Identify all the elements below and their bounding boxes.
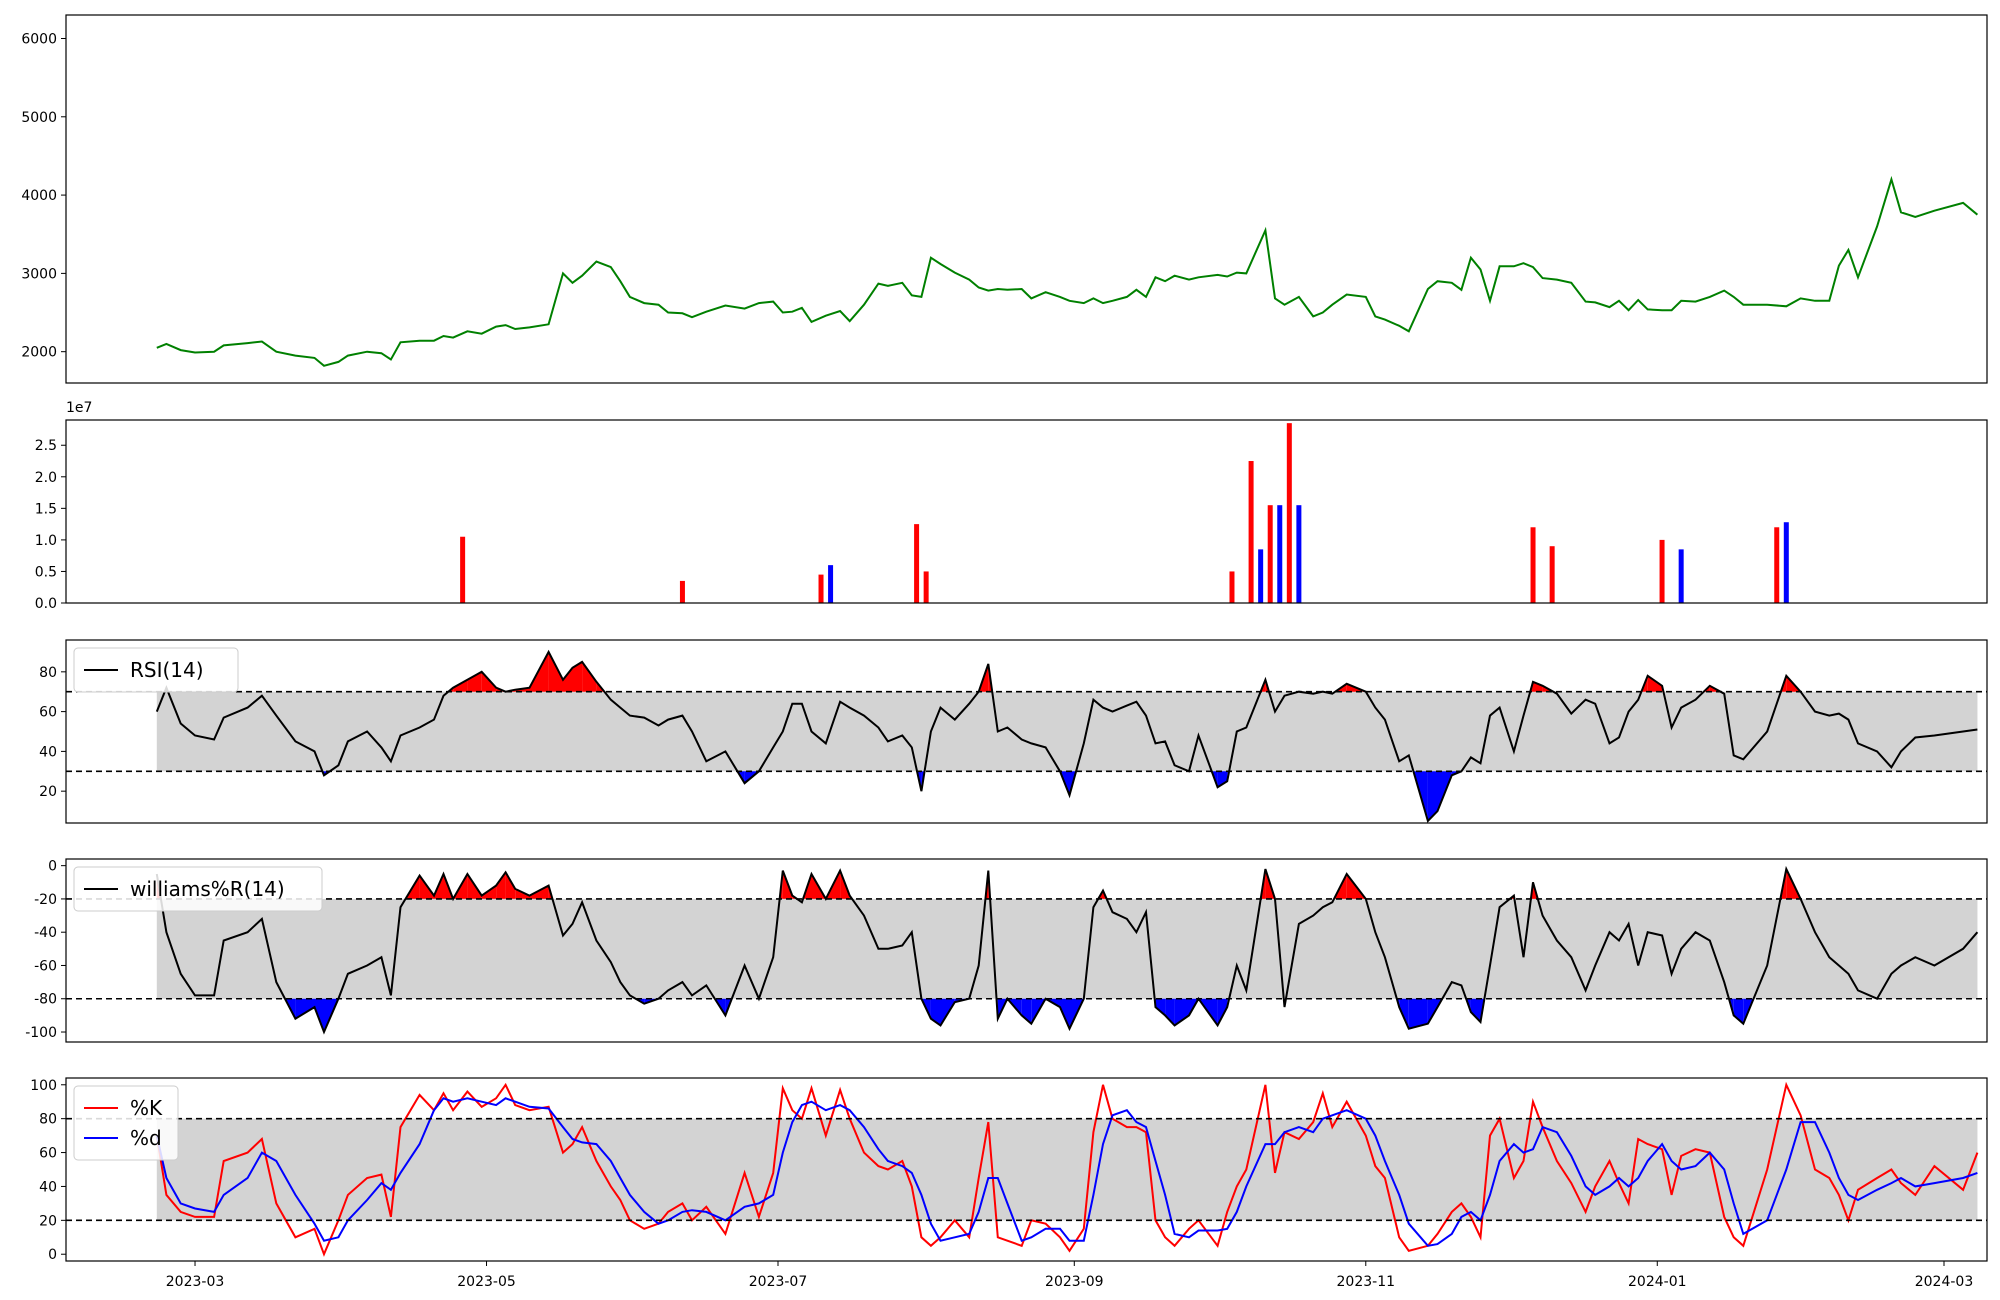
y-tick-label: 20 xyxy=(39,784,57,800)
y-tick-label: 0.5 xyxy=(35,564,57,580)
x-tick-label: 2023-03 xyxy=(166,1274,225,1290)
legend-label: %d xyxy=(130,1126,162,1150)
y-tick-label: 20 xyxy=(39,1213,57,1229)
overbought-fill xyxy=(496,872,506,899)
y-tick-label: -100 xyxy=(25,1025,57,1041)
legend-box xyxy=(73,647,239,693)
volume-panel: 0.0 0.5 1.0 1.5 2.0 2.5 1e7 xyxy=(35,400,1988,612)
oversold-fill xyxy=(1155,998,1166,1016)
y-tick-label: 2000 xyxy=(21,345,57,361)
volume-bar xyxy=(1530,527,1536,603)
volume-bar xyxy=(1267,505,1273,603)
x-tick-label: 2023-07 xyxy=(749,1274,808,1290)
stochastic-panel: 0 20 40 60 80 100 2023-03 2023-05 2023-07 2023-09… xyxy=(30,1077,1988,1290)
y-tick-label: 100 xyxy=(30,1078,57,1094)
plot-frame xyxy=(65,858,1988,1043)
rsi-panel: 20 40 60 80 RSI(14) xyxy=(39,639,1988,824)
y-tick-label: 5000 xyxy=(21,110,57,126)
y-tick-label: -40 xyxy=(34,925,57,941)
overbought-fill xyxy=(563,667,573,692)
volume-bar xyxy=(1286,423,1292,603)
x-tick-label: 2023-09 xyxy=(1045,1274,1104,1290)
price-panel: 2000 3000 4000 5000 6000 xyxy=(21,14,1988,384)
y-exponent-label: 1e7 xyxy=(66,400,92,416)
y-tick-label: 0 xyxy=(48,859,57,875)
oversold-fill xyxy=(295,998,315,1019)
x-tick-label: 2024-03 xyxy=(1915,1274,1974,1290)
plot-frame xyxy=(65,639,1988,824)
legend-label: RSI(14) xyxy=(130,658,204,682)
y-tick-label: 1.0 xyxy=(35,533,57,549)
legend-label: williams%R(14) xyxy=(130,877,285,901)
plot-frame xyxy=(65,419,1988,604)
volume-bar xyxy=(1678,549,1684,603)
overbought-fill xyxy=(505,872,516,899)
neutral-band xyxy=(156,1118,1978,1221)
overbought-fill xyxy=(572,661,583,692)
y-tick-label: 80 xyxy=(39,665,57,681)
volume-bar xyxy=(1258,549,1264,603)
y-tick-label: 1.5 xyxy=(35,501,57,517)
y-tick-label: -80 xyxy=(34,992,57,1008)
y-tick-label: 3000 xyxy=(21,266,57,282)
volume-bar xyxy=(914,524,920,603)
y-tick-label: 60 xyxy=(39,1146,57,1162)
neutral-band xyxy=(156,691,1978,772)
y-tick-label: 40 xyxy=(39,1179,57,1195)
x-tick-label: 2024-01 xyxy=(1628,1274,1687,1290)
oversold-fill xyxy=(930,998,941,1026)
oversold-fill xyxy=(1470,998,1481,1022)
volume-bar xyxy=(1659,539,1665,603)
y-tick-label: 0.0 xyxy=(35,596,57,612)
overbought-fill xyxy=(1647,675,1663,692)
y-tick-label: 80 xyxy=(39,1112,57,1128)
williams-r-line xyxy=(155,865,1979,1035)
overbought-fill xyxy=(1533,681,1543,692)
volume-bar xyxy=(1248,461,1254,603)
y-tick-label: 6000 xyxy=(21,31,57,47)
volume-bar xyxy=(460,536,466,603)
oversold-fill xyxy=(1408,998,1428,1029)
y-tick-label: 4000 xyxy=(21,188,57,204)
y-tick-label: -20 xyxy=(34,892,57,908)
volume-bar xyxy=(818,574,824,603)
volume-bar xyxy=(1783,522,1789,603)
volume-bar xyxy=(679,580,685,603)
volume-bar xyxy=(1774,527,1780,603)
plot-frame xyxy=(65,14,1988,384)
overbought-fill xyxy=(467,671,482,692)
y-tick-label: 0 xyxy=(48,1247,57,1263)
x-tick-label: 2023-05 xyxy=(457,1274,516,1290)
rsi-line xyxy=(155,649,1978,823)
volume-bar xyxy=(1296,505,1302,603)
y-tick-label: 2.0 xyxy=(35,470,57,486)
overbought-fill xyxy=(582,661,597,692)
x-tick-label: 2023-11 xyxy=(1337,1274,1396,1290)
y-tick-label: -60 xyxy=(34,958,57,974)
oversold-fill xyxy=(1427,998,1438,1024)
price-line xyxy=(156,175,1979,367)
volume-bar xyxy=(1277,505,1283,603)
oversold-fill xyxy=(1165,998,1175,1026)
d-line xyxy=(155,1097,1978,1247)
y-tick-label: 60 xyxy=(39,705,57,721)
legend-box xyxy=(73,1085,179,1161)
y-tick-label: 2.5 xyxy=(35,438,57,454)
volume-bar xyxy=(1549,546,1555,603)
y-tick-label: 40 xyxy=(39,744,57,760)
oversold-fill xyxy=(1174,998,1189,1026)
plot-frame xyxy=(65,1077,1988,1262)
legend-box xyxy=(73,866,323,912)
k-line xyxy=(155,1081,1979,1257)
williams-r-panel: 0 -20 -40 -60 -80 -100 williams%R(14) xyxy=(25,858,1988,1043)
oversold-fill xyxy=(1427,771,1438,821)
overbought-fill xyxy=(548,651,563,692)
neutral-band xyxy=(156,898,1978,999)
legend-label: %K xyxy=(130,1096,163,1120)
volume-bar xyxy=(828,565,834,603)
volume-bar xyxy=(1229,571,1235,603)
oversold-fill xyxy=(1217,771,1228,788)
volume-bar xyxy=(923,571,929,603)
